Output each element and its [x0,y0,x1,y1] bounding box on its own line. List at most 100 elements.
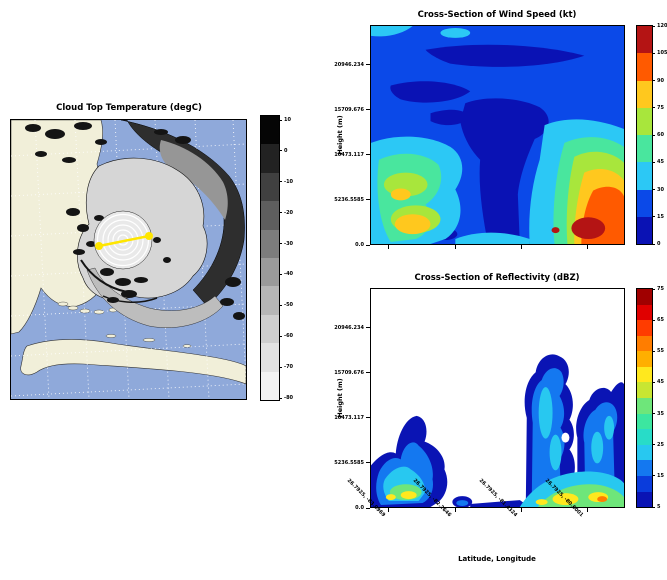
wind-cyan-topleft [371,26,413,37]
wind-darkred-dot [551,227,560,234]
reflectivity-xtick-mark [454,508,456,512]
map-colorbar: 10 0 -10 -20 -30 -40 -50 -60 -70 -80 [260,115,293,401]
colorbar-tick: 0 [652,241,660,247]
refl-bottom-strip [470,500,530,507]
wind-ytick: 5236.5585 [322,197,370,203]
colorbar-segment [261,144,279,173]
colorbar-segment [261,172,279,202]
colorbar-segment [637,351,652,367]
cross-section-endpoint-east [145,232,153,240]
colorbar-segment [637,320,652,336]
reflectivity-ytick: 10473.117 [322,415,370,421]
colorbar-tick: 90 [652,78,664,84]
cross-section-line [98,234,150,248]
cloud-south-arm [86,267,224,328]
colorbar-tick: -10 [279,179,293,185]
reflectivity-plot [371,289,624,507]
wind-plot [371,26,624,244]
colorbar-segment [637,413,652,430]
wind-cyan-topblob [440,27,471,38]
wind-axes [370,25,625,245]
colorbar-tick: 45 [652,159,664,165]
colorbar-tick: 75 [652,286,664,292]
colorbar-segment [637,444,652,461]
map-islands [105,334,192,348]
colorbar-segment [261,201,279,230]
colorbar-tick: 35 [652,411,664,417]
colorbar-segment [637,475,652,492]
map-land-keys [57,301,118,315]
wind-ytick: 10473.117 [322,152,370,158]
colorbar-tick: -50 [279,302,293,308]
wind-xtick-mark [454,245,456,249]
colorbar-tick: -60 [279,333,293,339]
reflectivity-ytick: 5236.5585 [322,460,370,466]
reflectivity-colorbar: 75 65 55 45 35 25 15 5 [636,286,664,510]
colorbar-segment [637,189,652,217]
spiral-band-arc2 [102,295,158,303]
colorbar-segment [261,314,279,344]
wind-ylabel: Height (m) [336,115,344,155]
colorbar-tick: 25 [652,442,664,448]
wind-ytick: 20946.234 [322,62,370,68]
colorbar-segment [637,491,652,508]
reflectivity-xtick-mark [586,508,588,512]
refl-left-cell [371,415,448,507]
reflectivity-ytick: 20946.234 [322,325,370,331]
colorbar-segment [637,107,652,135]
wind-colorbar: 120 105 90 75 60 45 30 15 0 [636,23,667,247]
colorbar-segment [261,371,279,401]
colorbar-segment [637,53,652,81]
reflectivity-title: Cross-Section of Reflectivity (dBZ) [414,273,580,283]
colorbar-segment [637,135,652,163]
cloud-gray-topright [159,140,228,220]
colorbar-segment [261,258,279,287]
colorbar-segment [637,460,652,476]
cloud-black-bits [25,122,245,320]
colorbar-tick: 10 [279,117,291,123]
colorbar-tick: 105 [652,50,667,56]
colorbar-tick: -40 [279,271,293,277]
reflectivity-axes [370,288,625,508]
colorbar-tick: 15 [652,214,664,220]
colorbar-tick: -20 [279,210,293,216]
colorbar-segment [261,116,279,145]
reflectivity-ylabel: Height (m) [336,378,344,418]
colorbar-tick: -70 [279,364,293,370]
colorbar-segment [637,80,652,108]
colorbar-segment [637,216,652,244]
colorbar-segment [261,286,279,315]
wind-ytick: 15709.676 [322,107,370,113]
reflectivity-xlabel: Latitude, Longitude [458,555,536,563]
colorbar-segment [637,162,652,190]
colorbar-tick: -80 [279,395,293,401]
colorbar-tick: -30 [279,241,293,247]
colorbar-tick: 0 [279,148,287,154]
reflectivity-ytick: 15709.676 [322,370,370,376]
spiral-band-arc [80,259,128,293]
colorbar-tick: 65 [652,317,664,323]
wind-xtick-mark [388,245,389,249]
colorbar-tick: 30 [652,187,664,193]
refl-warm-cores [519,471,624,507]
colorbar-segment [637,26,652,54]
colorbar-segment [637,304,652,321]
map-land-cuba [20,339,246,385]
reflectivity-xtick-mark [388,508,389,512]
map-title: Cloud Top Temperature (degC) [56,103,202,113]
colorbar-tick: 15 [652,473,664,479]
wind-xtick-mark [586,245,588,249]
colorbar-tick: 5 [652,504,660,510]
reflectivity-ytick: 0.0 [322,505,370,511]
refl-small-blob-core [456,500,469,507]
colorbar-segment [261,343,279,372]
colorbar-tick: 75 [652,105,664,111]
colorbar-segment [637,429,652,445]
cross-section-endpoint-west [95,242,103,250]
wind-darkred-core [571,217,606,240]
reflectivity-xtick-mark [520,508,522,512]
wind-title: Cross-Section of Wind Speed (kt) [417,10,577,20]
colorbar-tick: 120 [652,23,667,29]
map-plot [11,120,246,399]
